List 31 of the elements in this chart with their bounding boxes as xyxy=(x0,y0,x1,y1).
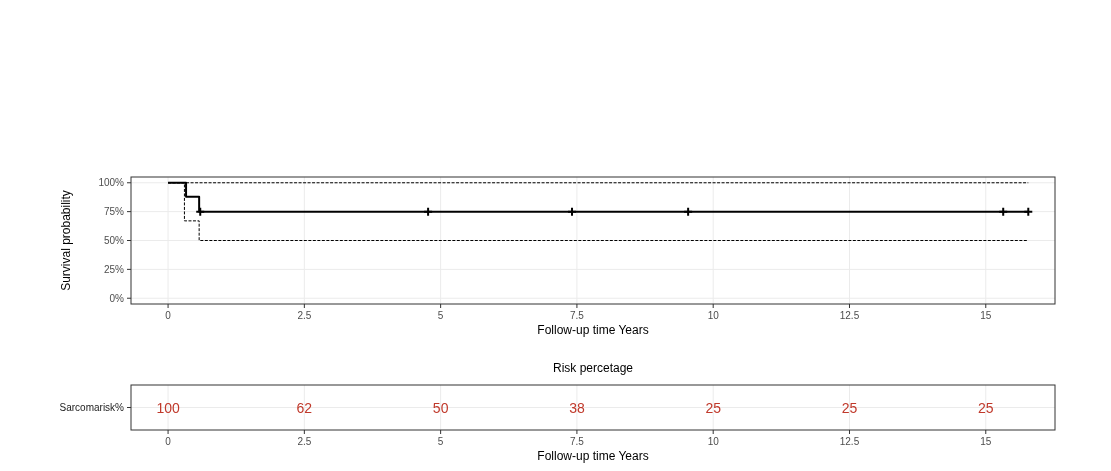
y-tick-label: 25% xyxy=(103,263,125,275)
data-label: 25 xyxy=(977,399,994,416)
x-tick-label: 2.5 xyxy=(297,436,312,447)
x-tick-label: 15 xyxy=(980,436,992,447)
data-label: 62 xyxy=(296,399,313,416)
x-axis-title: Follow-up time Years xyxy=(537,449,649,463)
data-label: 38 xyxy=(569,399,585,416)
data-label: 25 xyxy=(705,399,722,416)
x-tick-label: 10 xyxy=(707,436,720,447)
y-tick-label: 0% xyxy=(109,292,125,304)
x-axis-title: Follow-up time Years xyxy=(537,323,649,337)
x-tick-label: 2.5 xyxy=(297,310,312,321)
x-tick-label: 12.5 xyxy=(839,436,860,447)
data-label: 25 xyxy=(841,399,858,416)
chart-title: Risk percetage xyxy=(552,361,634,375)
x-tick-label: 0 xyxy=(165,436,172,447)
y-axis-title: Survival probability xyxy=(59,190,73,291)
data-label: 100 xyxy=(156,399,180,416)
x-tick-label: 10 xyxy=(707,310,720,321)
data-label: 50 xyxy=(432,399,449,416)
x-tick-label: 15 xyxy=(980,310,992,321)
y-tick-label: 100% xyxy=(98,177,125,189)
y-tick-label: 50% xyxy=(103,235,125,246)
x-tick-label: 7.5 xyxy=(569,436,585,447)
x-tick-label: 12.5 xyxy=(839,310,860,321)
x-tick-label: 7.5 xyxy=(569,310,585,321)
x-tick-label: 5 xyxy=(437,436,444,447)
y-tick-label: Sarcomarisk% xyxy=(59,402,125,413)
x-tick-label: 5 xyxy=(437,310,444,321)
y-tick-label: 75% xyxy=(103,206,125,218)
x-tick-label: 0 xyxy=(165,310,172,321)
